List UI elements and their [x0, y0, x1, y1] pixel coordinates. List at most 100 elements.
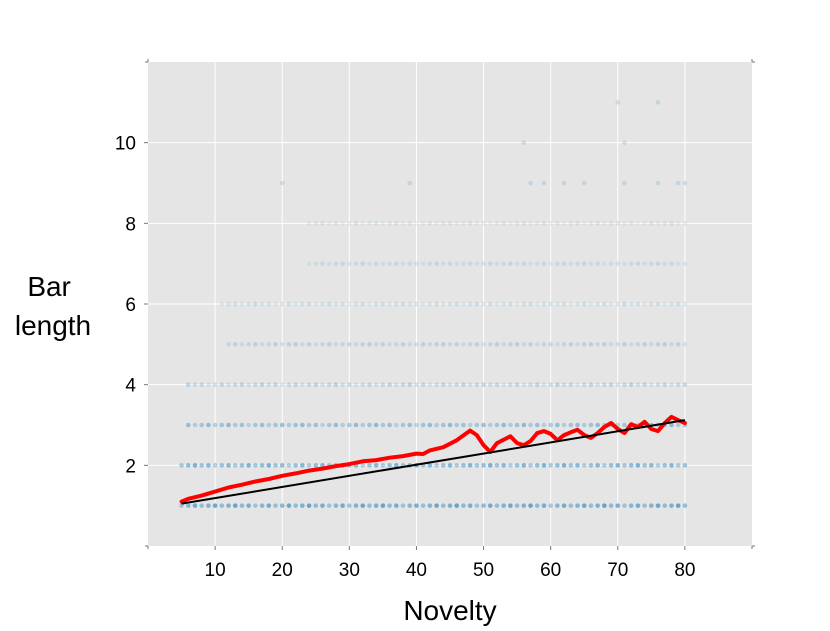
y-axis-title-line-1: Bar — [27, 271, 71, 302]
data-point — [662, 301, 668, 307]
data-point — [434, 382, 439, 387]
data-point — [212, 422, 218, 428]
data-point — [286, 342, 292, 347]
data-point — [340, 422, 345, 428]
data-point — [635, 221, 641, 226]
data-point — [427, 463, 433, 468]
axis-ticks — [144, 59, 755, 550]
data-point — [474, 261, 480, 266]
data-point — [347, 503, 352, 508]
data-point — [387, 503, 392, 508]
data-point — [608, 503, 614, 508]
data-point — [380, 422, 386, 428]
data-point — [400, 221, 406, 226]
data-point — [649, 382, 654, 387]
data-point — [253, 463, 258, 468]
data-point — [528, 382, 533, 387]
data-point — [501, 221, 506, 226]
data-point — [467, 221, 473, 226]
data-point — [380, 503, 386, 508]
data-point — [326, 221, 332, 226]
data-point — [353, 503, 359, 508]
data-point — [407, 382, 413, 387]
data-point — [306, 382, 312, 387]
data-point — [588, 261, 594, 266]
data-point — [521, 382, 527, 387]
data-point — [467, 301, 473, 307]
data-point — [669, 261, 674, 266]
data-point — [326, 261, 332, 266]
data-point — [394, 301, 399, 307]
data-point — [675, 221, 681, 226]
data-point — [588, 221, 594, 226]
data-point — [454, 261, 460, 266]
data-point — [219, 503, 225, 508]
data-point — [669, 382, 674, 387]
data-point — [528, 342, 533, 347]
data-point — [286, 422, 292, 428]
data-point — [367, 342, 372, 347]
trend-lines — [179, 414, 687, 505]
data-point — [474, 221, 480, 226]
data-point — [575, 301, 580, 307]
data-point — [434, 463, 439, 468]
data-point — [387, 382, 392, 387]
data-point — [259, 342, 265, 347]
data-point — [461, 422, 466, 428]
data-point — [642, 342, 647, 347]
data-point — [655, 382, 661, 387]
data-point — [467, 503, 473, 508]
data-point — [481, 261, 486, 266]
data-point — [581, 261, 587, 266]
data-point — [642, 382, 647, 387]
data-point — [608, 463, 614, 468]
data-point — [568, 342, 574, 347]
data-point — [232, 342, 238, 347]
data-point — [595, 342, 600, 347]
data-point — [514, 261, 520, 266]
data-point — [568, 422, 574, 428]
data-point — [293, 422, 298, 428]
data-point — [508, 261, 513, 266]
data-point — [447, 422, 453, 428]
data-point — [360, 301, 366, 307]
data-point — [635, 261, 641, 266]
data-point — [548, 463, 553, 468]
data-point — [561, 503, 567, 508]
data-point — [602, 301, 607, 307]
data-point — [420, 221, 426, 226]
data-point — [662, 261, 668, 266]
data-point — [682, 503, 688, 508]
data-point — [461, 503, 466, 508]
data-point — [655, 221, 661, 226]
data-point — [407, 221, 413, 226]
data-point — [306, 463, 312, 468]
linear-fit-line — [181, 419, 686, 505]
data-point — [179, 503, 184, 508]
data-point — [675, 301, 681, 307]
data-point — [373, 261, 379, 266]
data-point — [367, 463, 372, 468]
data-point — [528, 503, 533, 508]
data-point — [622, 301, 627, 307]
data-point — [246, 422, 251, 428]
data-point — [494, 503, 500, 508]
data-point — [273, 463, 278, 468]
data-point — [367, 422, 372, 428]
data-point — [581, 503, 587, 508]
data-point — [414, 342, 419, 347]
data-point — [541, 422, 547, 428]
data-point — [628, 503, 634, 508]
data-point — [461, 261, 466, 266]
data-point — [595, 382, 600, 387]
data-point — [474, 342, 480, 347]
data-point — [293, 342, 298, 347]
data-point — [373, 221, 379, 226]
data-point — [588, 342, 594, 347]
data-point — [447, 382, 453, 387]
data-point — [259, 463, 265, 468]
data-point — [387, 422, 392, 428]
data-point — [481, 422, 486, 428]
data-point — [226, 301, 231, 307]
data-point — [555, 261, 560, 266]
